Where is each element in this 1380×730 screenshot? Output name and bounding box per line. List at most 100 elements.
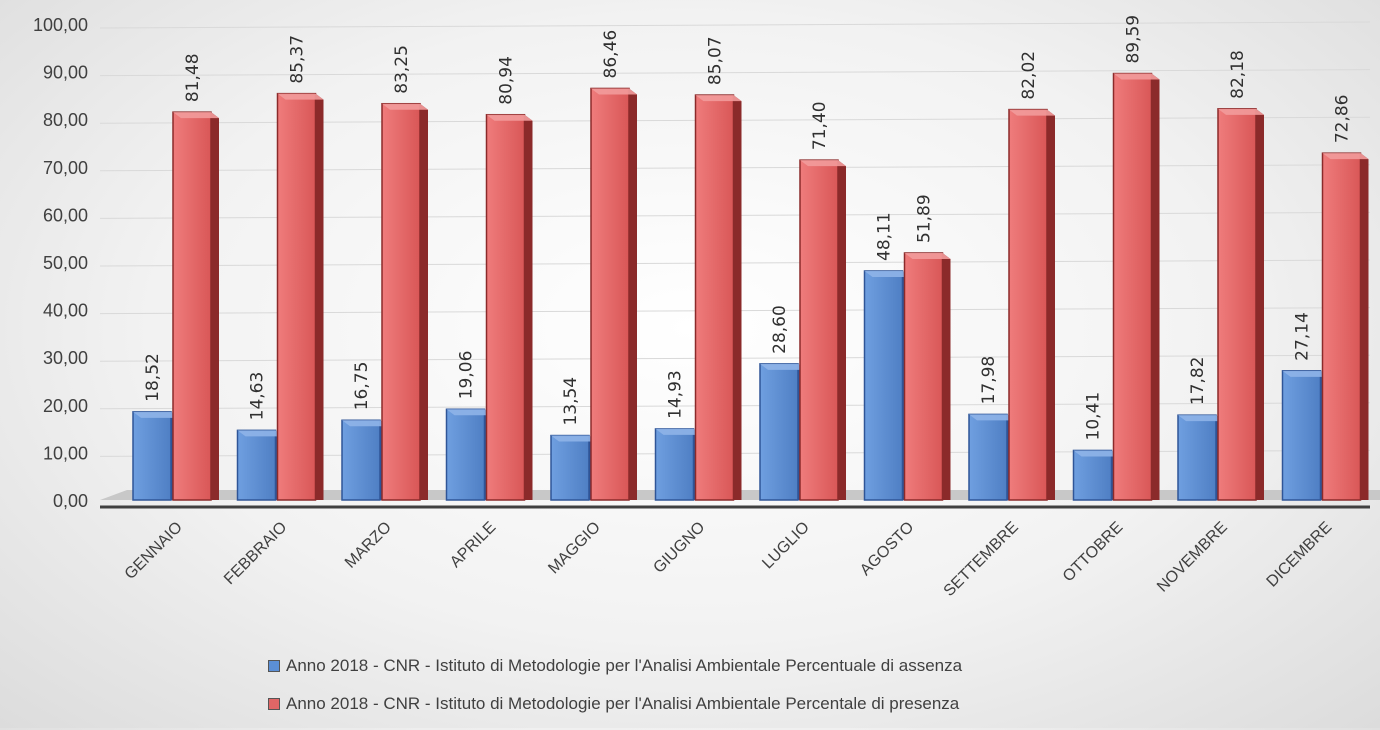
bar-side xyxy=(420,103,428,500)
bar-side xyxy=(211,112,219,500)
bar-top xyxy=(904,253,951,260)
data-label: 51,89 xyxy=(915,194,935,243)
x-tick-label: MARZO xyxy=(342,519,395,572)
data-label: 18,52 xyxy=(143,353,163,402)
bar-presenza xyxy=(485,113,533,501)
bar-top xyxy=(237,430,284,437)
legend-item-presenza: Anno 2018 - CNR - Istituto di Metodologi… xyxy=(268,692,962,716)
data-label: 82,18 xyxy=(1228,50,1248,99)
bar-top xyxy=(133,411,179,418)
data-label: 13,54 xyxy=(561,377,581,426)
data-label: 80,94 xyxy=(497,56,517,105)
data-label: 10,41 xyxy=(1084,392,1104,441)
data-label: 85,37 xyxy=(288,35,308,84)
x-tick-label: LUGLIO xyxy=(759,519,813,573)
x-tick-label: SETTEMBRE xyxy=(941,519,1022,600)
bar-top xyxy=(551,435,597,442)
data-label: 28,60 xyxy=(770,305,790,354)
bar-front xyxy=(694,94,735,501)
gridline xyxy=(99,21,1371,29)
bar-presenza xyxy=(172,111,219,501)
legend-item-assenza: Anno 2018 - CNR - Istituto di Metodologi… xyxy=(268,654,962,678)
bar-front xyxy=(903,252,944,501)
data-label: 48,11 xyxy=(875,212,895,261)
bar-assenza xyxy=(132,411,179,501)
y-tick-label: 100,00 xyxy=(33,15,88,35)
bar-top xyxy=(864,270,911,277)
data-label: 81,48 xyxy=(183,53,203,102)
bar-assenza xyxy=(550,434,597,501)
y-tick-label: 80,00 xyxy=(43,110,88,130)
x-tick-label: NOVEMBRE xyxy=(1154,519,1231,596)
bar-assenza xyxy=(863,270,911,501)
bar-front xyxy=(759,363,799,501)
bar-top xyxy=(1009,109,1055,116)
bar-front xyxy=(172,111,212,501)
data-label: 17,98 xyxy=(979,356,999,405)
bar-front xyxy=(863,270,904,501)
bar-side xyxy=(942,253,951,500)
bar-front xyxy=(1321,152,1362,501)
bar-presenza xyxy=(1112,72,1160,501)
x-tick-label: AGOSTO xyxy=(857,519,917,579)
bar-assenza xyxy=(1072,449,1120,501)
bar-top xyxy=(1322,153,1369,160)
bar-front xyxy=(799,159,839,501)
y-tick-label: 20,00 xyxy=(43,396,88,416)
data-label: 14,63 xyxy=(248,372,268,421)
y-tick-label: 50,00 xyxy=(43,253,88,273)
data-label: 82,02 xyxy=(1019,51,1039,100)
legend-label-presenza: Anno 2018 - CNR - Istituto di Metodologi… xyxy=(286,694,960,713)
gridline xyxy=(99,69,1371,77)
bar-top xyxy=(695,95,742,102)
bar-front xyxy=(1177,414,1217,501)
data-label: 14,93 xyxy=(666,370,686,419)
bar-assenza xyxy=(759,363,806,501)
data-label: 86,46 xyxy=(601,30,621,79)
y-tick-label: 40,00 xyxy=(43,301,88,321)
bar-side xyxy=(838,160,846,501)
y-tick-label: 90,00 xyxy=(43,63,88,83)
bar-presenza xyxy=(1321,152,1369,501)
bar-presenza xyxy=(590,87,637,501)
data-label: 17,82 xyxy=(1188,357,1208,406)
bar-presenza xyxy=(903,252,951,501)
bar-top xyxy=(446,409,493,416)
bar-top xyxy=(760,363,806,370)
bar-presenza xyxy=(1008,108,1055,501)
bar-assenza xyxy=(1281,370,1329,501)
bar-front xyxy=(485,113,526,501)
y-tick-label: 30,00 xyxy=(43,348,88,368)
bar-assenza xyxy=(654,428,702,501)
data-label: 85,07 xyxy=(706,36,726,85)
bar-top xyxy=(1218,108,1264,115)
bar-front xyxy=(550,434,590,501)
data-label: 16,75 xyxy=(352,362,372,411)
bar-top xyxy=(591,88,637,95)
bar-side xyxy=(524,114,533,501)
bar-front xyxy=(590,87,630,501)
bar-top xyxy=(969,414,1015,421)
bar-top xyxy=(1282,370,1329,377)
y-tick-label: 60,00 xyxy=(43,205,88,225)
bar-presenza xyxy=(799,159,846,501)
data-label: 71,40 xyxy=(810,101,830,150)
data-label: 89,59 xyxy=(1124,15,1144,64)
bar-top xyxy=(655,428,702,435)
y-tick-label: 10,00 xyxy=(43,443,88,463)
bar-front xyxy=(968,413,1008,501)
bar-front xyxy=(1217,108,1257,501)
bar-assenza xyxy=(968,413,1015,501)
bar-front xyxy=(381,102,421,501)
bar-front xyxy=(445,408,486,501)
data-label: 27,14 xyxy=(1293,312,1313,361)
bar-top xyxy=(1113,73,1160,80)
bar-side xyxy=(733,95,742,500)
x-tick-label: APRILE xyxy=(447,519,499,571)
bar-assenza xyxy=(1177,414,1224,501)
bar-top xyxy=(1073,450,1120,457)
data-label: 19,06 xyxy=(457,351,477,400)
bar-side xyxy=(1360,153,1369,500)
bar-top xyxy=(277,93,324,100)
